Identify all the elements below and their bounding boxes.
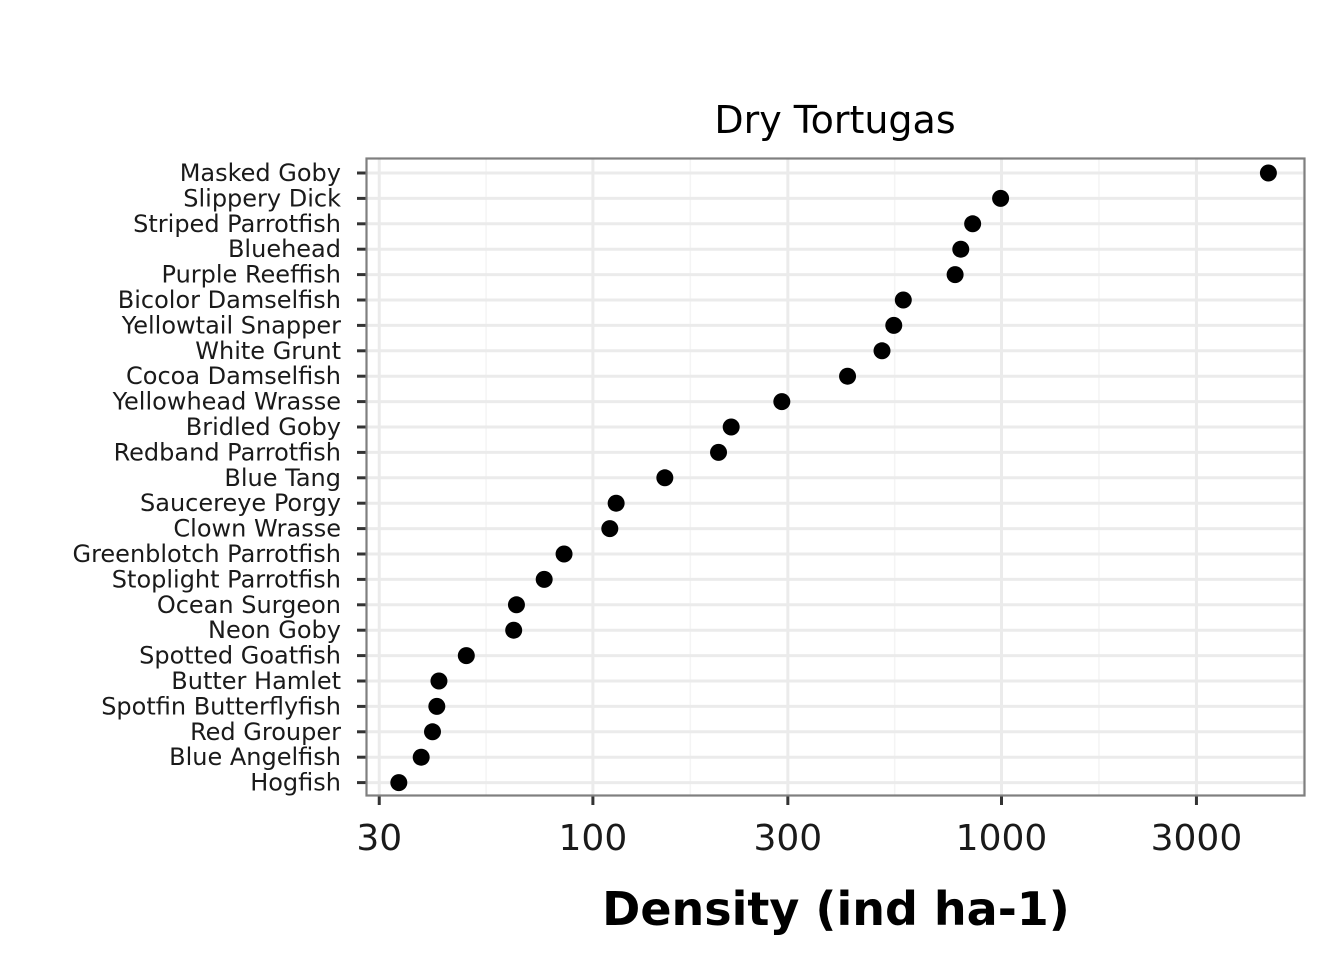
data-point [412, 748, 430, 766]
chart-title: Dry Tortugas [714, 98, 955, 142]
y-tick-label: Yellowtail Snapper [121, 311, 341, 339]
y-tick-label: Hogfish [250, 769, 341, 797]
data-point [507, 596, 525, 614]
data-point [555, 545, 573, 563]
data-point [1259, 164, 1277, 182]
x-tick-label: 1000 [956, 818, 1048, 859]
data-point [964, 215, 982, 233]
y-tick-label: Spotted Goatfish [139, 642, 341, 670]
x-tick-label: 100 [559, 818, 628, 859]
data-point [722, 418, 740, 436]
data-point [885, 316, 903, 334]
data-point [894, 291, 912, 309]
grid-lines [367, 159, 1305, 795]
y-tick-label: Slippery Dick [183, 184, 341, 212]
y-tick-label: Spotfin Butterflyfish [101, 692, 341, 720]
data-point [992, 189, 1010, 207]
data-point [773, 393, 791, 411]
y-tick-label: Bluehead [228, 235, 341, 263]
data-point [839, 367, 857, 385]
y-tick-label: Clown Wrasse [173, 515, 341, 543]
data-point [873, 342, 891, 360]
data-point [430, 672, 448, 690]
data-point [457, 647, 475, 665]
data-point [535, 570, 553, 588]
y-tick-label: Red Grouper [190, 718, 341, 746]
y-tick-label: Masked Goby [180, 159, 341, 187]
data-points [390, 164, 1277, 792]
y-tick-label: White Grunt [195, 337, 341, 365]
data-point [601, 520, 619, 538]
y-tick-label: Blue Angelfish [169, 743, 341, 771]
y-tick-label: Stoplight Parrotfish [112, 565, 341, 593]
panel-border [365, 157, 1306, 797]
data-point [952, 240, 970, 258]
y-tick-label: Greenblotch Parrotfish [72, 540, 341, 568]
x-tick-label: 30 [356, 818, 402, 859]
data-point [428, 697, 446, 715]
y-tick-label: Neon Goby [208, 616, 341, 644]
y-tick-label: Bicolor Damselfish [118, 286, 341, 314]
y-tick-label: Redband Parrotfish [114, 438, 341, 466]
y-tick-label: Purple Reeffish [162, 261, 341, 289]
y-tick-label: Ocean Surgeon [157, 591, 341, 619]
x-axis-label: Density (ind ha-1) [602, 882, 1070, 936]
y-tick-label: Striped Parrotfish [133, 210, 341, 238]
y-tick-label: Bridled Goby [186, 413, 341, 441]
data-point [390, 774, 408, 792]
data-point [607, 494, 625, 512]
y-tick-label: Saucereye Porgy [140, 489, 341, 517]
x-tick-label: 300 [753, 818, 822, 859]
y-tick-label: Blue Tang [224, 464, 341, 492]
y-tick-label: Butter Hamlet [171, 667, 341, 695]
y-tick-label: Yellowhead Wrasse [112, 388, 341, 416]
data-point [946, 266, 964, 284]
y-tick-label: Cocoa Damselfish [126, 362, 341, 390]
x-tick-label: 3000 [1151, 818, 1243, 859]
data-point [423, 723, 441, 741]
data-point [710, 443, 728, 461]
data-point [505, 621, 523, 639]
data-point [656, 469, 674, 487]
x-axis-ticks: 30 100 300 1000 3000 [356, 795, 1242, 859]
